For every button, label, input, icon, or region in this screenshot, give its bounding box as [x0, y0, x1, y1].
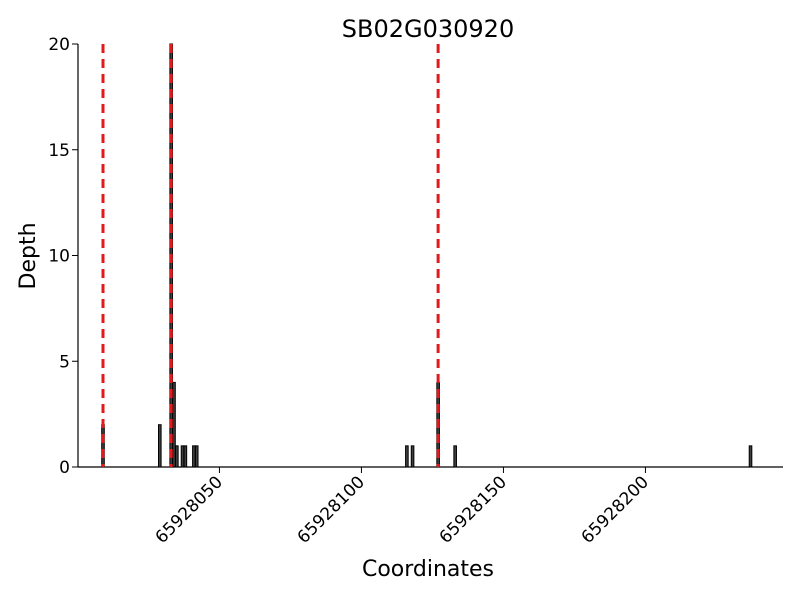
depth-bar — [175, 445, 179, 468]
y-tick-label: 5 — [59, 352, 70, 372]
depth-bar — [410, 445, 415, 468]
x-tick-label: 65928100 — [294, 472, 369, 547]
y-tick-label: 20 — [48, 35, 70, 55]
depth-bar — [180, 445, 185, 468]
plot-area: 0 5 10 15 20 65928050 65928100 65928150 65928200 — [48, 35, 783, 548]
x-tick-label: 65928050 — [152, 472, 227, 547]
y-tick-label: 0 — [59, 458, 70, 478]
depth-bar — [192, 445, 196, 468]
depth-bar — [101, 424, 105, 468]
depth-bar — [194, 445, 199, 468]
depth-bar — [183, 445, 188, 468]
chart-title: SB02G030920 — [342, 15, 514, 43]
depth-bar — [172, 381, 176, 468]
x-tick-label: 65928200 — [578, 472, 653, 547]
depth-bar — [748, 445, 753, 468]
y-tick-label: 15 — [48, 141, 70, 161]
y-tick-label: 10 — [48, 247, 70, 267]
depth-bar — [158, 424, 162, 468]
y-axis-label: Depth — [16, 222, 41, 289]
depth-bar — [453, 445, 457, 468]
x-tick-label: 65928150 — [436, 472, 511, 547]
x-axis-label: Coordinates — [362, 557, 494, 582]
depth-bar — [405, 445, 409, 468]
